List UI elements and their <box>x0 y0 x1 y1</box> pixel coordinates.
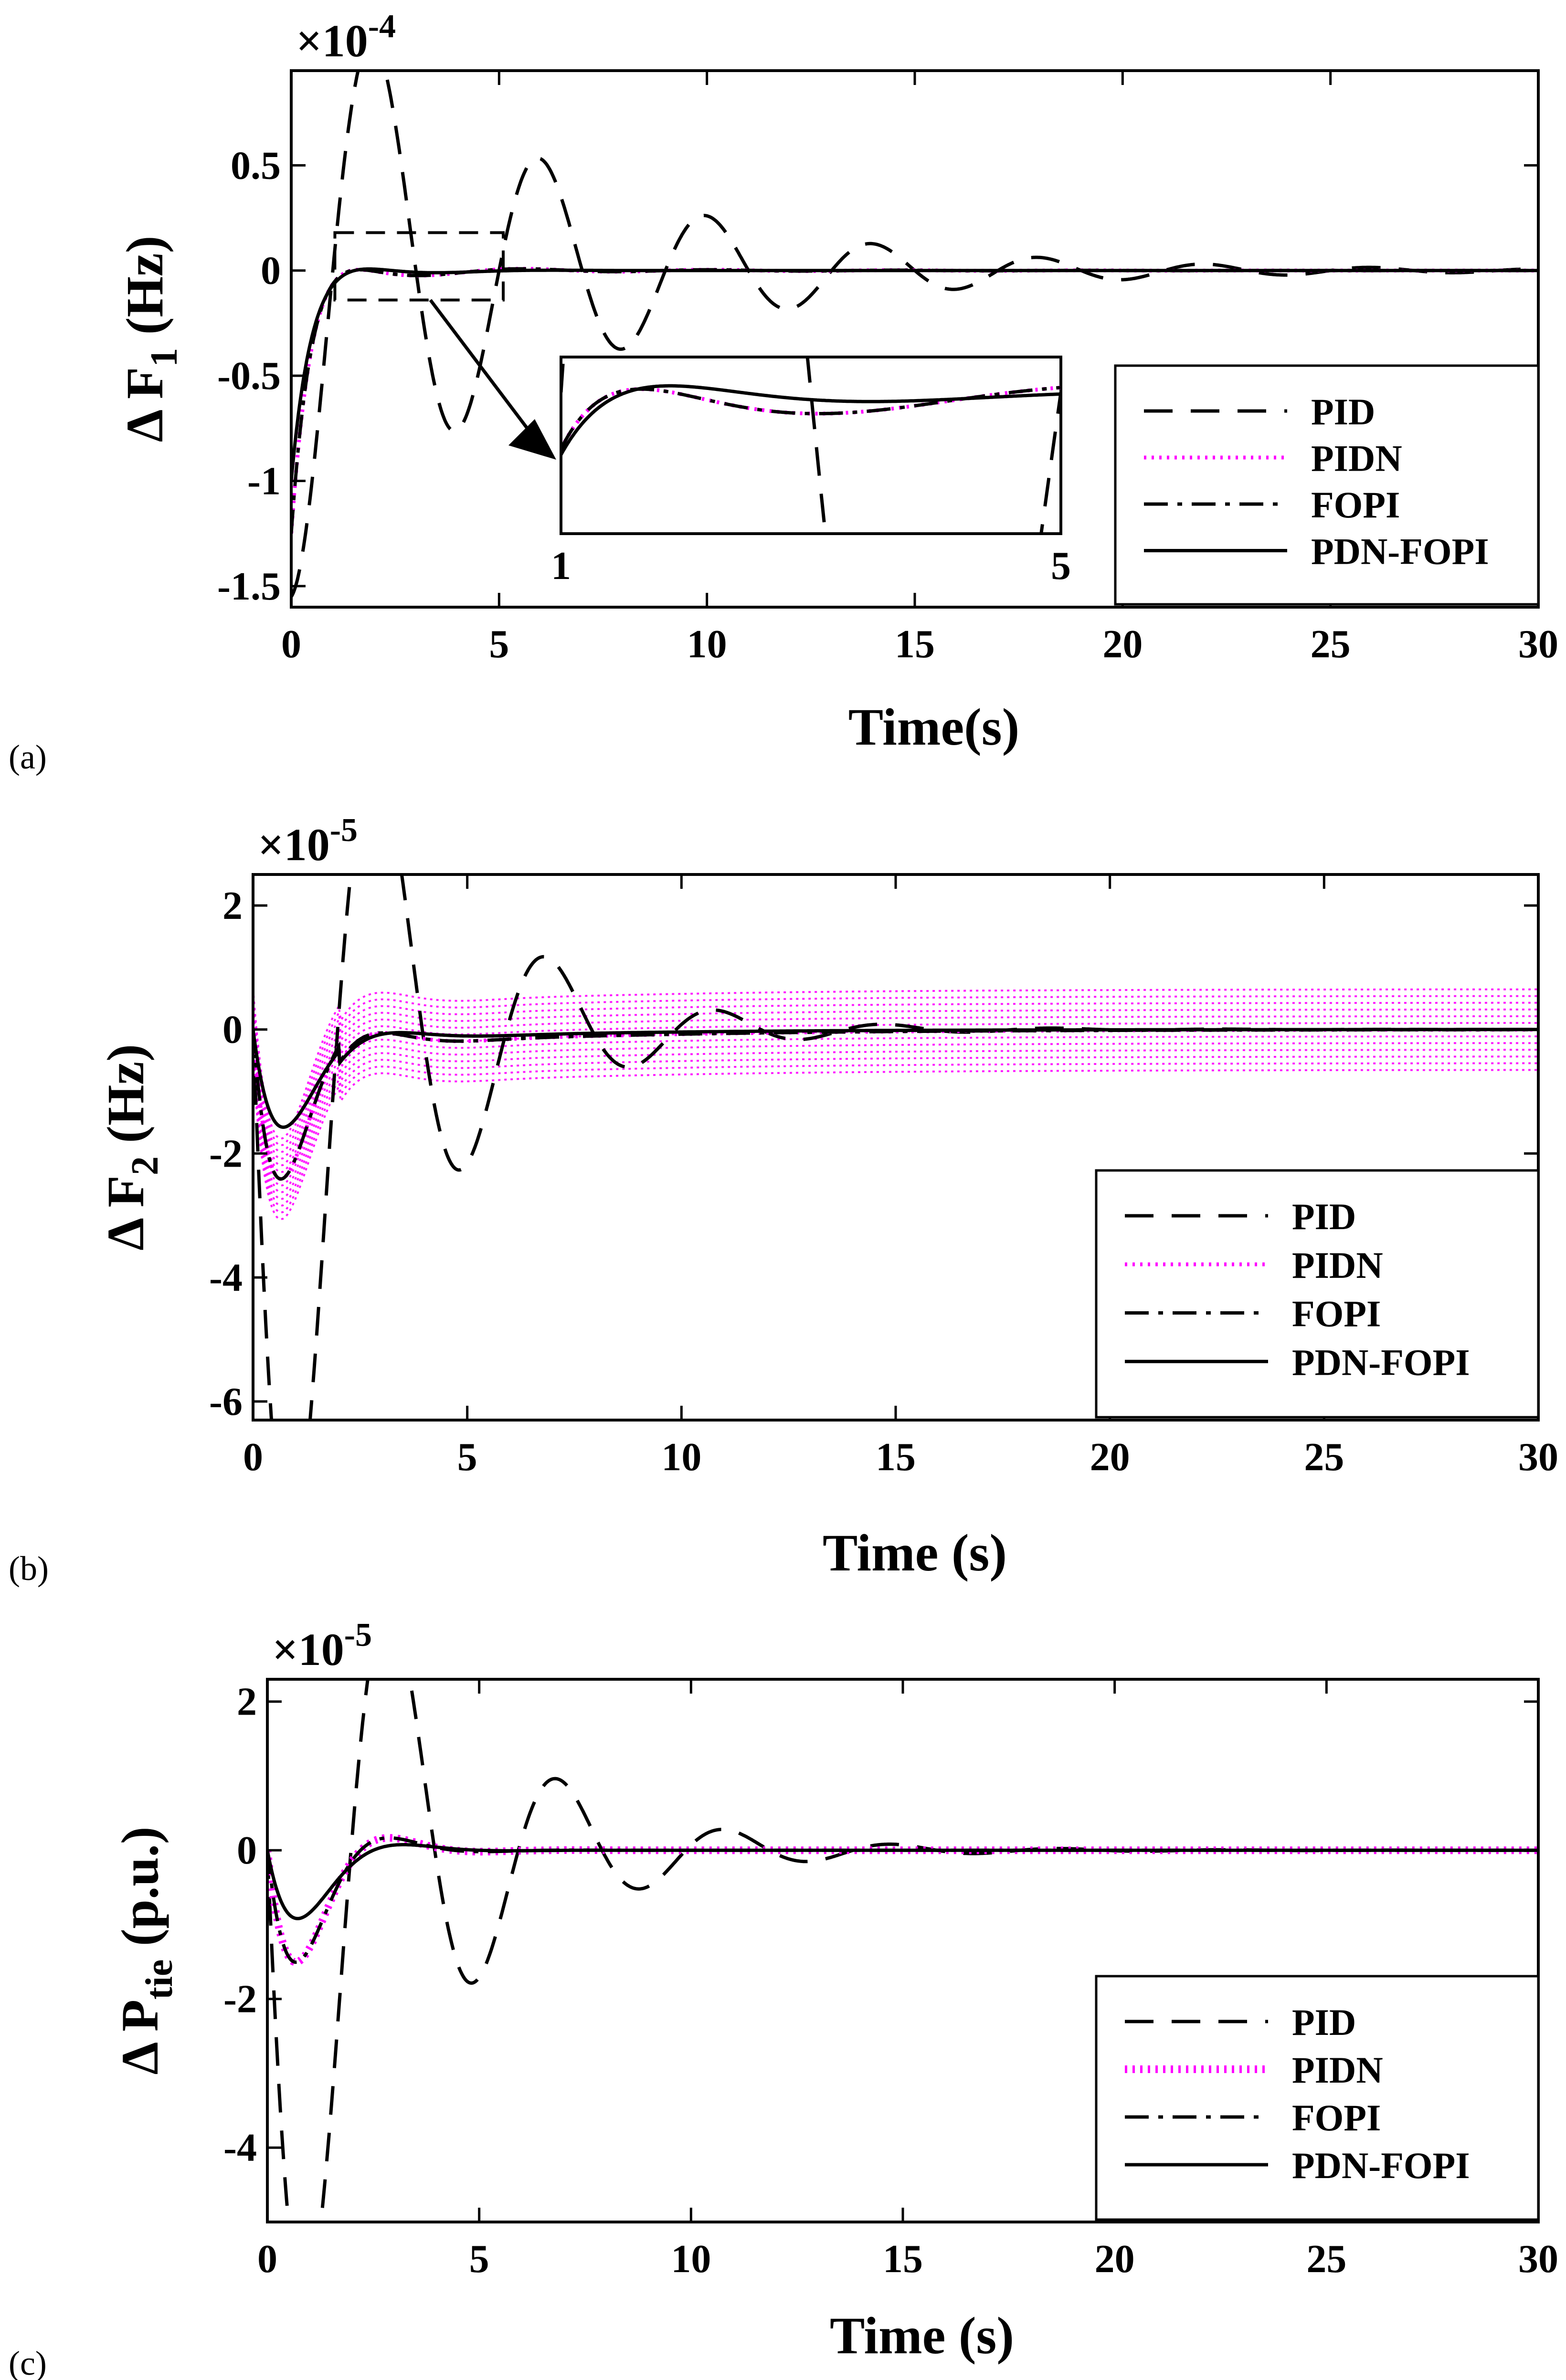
pidn-band-line <box>253 1001 1538 1153</box>
y-exponent-label: ×10-5 <box>258 812 358 870</box>
x-tick-label: 20 <box>1102 622 1143 666</box>
pidn-band-line <box>253 1049 1538 1201</box>
pidn-band-line <box>253 988 1538 1140</box>
series-line-pdn-fopi <box>291 267 1538 481</box>
legend-label-pid: PID <box>1292 2001 1356 2043</box>
pidn-band-line <box>253 1035 1538 1187</box>
panel-label: (b) <box>9 1549 49 1588</box>
x-tick-label: 0 <box>281 622 301 666</box>
y-axis-label: Δ F2 (Hz) <box>96 1044 166 1251</box>
y-tick-label: 0 <box>237 1828 257 1873</box>
y-tick-label: -0.5 <box>217 354 281 398</box>
y-axis-label: Δ F1 (Hz) <box>116 236 185 442</box>
legend-label-pidn: PIDN <box>1292 1244 1383 1286</box>
x-axis-label: Time (s) <box>823 1524 1007 1582</box>
legend-label-pidn: PIDN <box>1311 438 1402 479</box>
x-tick-label: 0 <box>243 1435 263 1479</box>
x-tick-label: 30 <box>1518 1435 1558 1479</box>
inset-arrow <box>429 299 543 449</box>
x-tick-label: 30 <box>1518 622 1558 666</box>
legend-box <box>1095 1169 1540 1419</box>
y-tick-label: 2 <box>237 1680 257 1724</box>
y-tick-label: -2 <box>209 1131 243 1176</box>
legend: PID PIDN FOPI PDN-FOPI <box>1114 364 1540 606</box>
x-tick-label: 25 <box>1311 622 1351 666</box>
x-tick-label: 15 <box>883 2237 923 2281</box>
y-tick-label: -2 <box>223 1977 257 2022</box>
x-tick-label: 0 <box>257 2237 277 2281</box>
x-tick-label: 10 <box>661 1435 701 1479</box>
plot-area-c <box>267 1679 1538 2222</box>
legend-label-pdn-fopi: PDN-FOPI <box>1292 1341 1470 1383</box>
y-tick-label: 0.5 <box>231 143 281 188</box>
x-tick-label: 5 <box>489 622 509 666</box>
legend-label-fopi: FOPI <box>1292 1293 1381 1335</box>
chart-panel-a: 0 5 10 15 20 25 30-1.5-1-0.500.5×10-4Time(s)Δ … <box>9 8 1558 776</box>
x-tick-label: 5 <box>457 1435 477 1479</box>
inset-plot <box>561 357 1061 534</box>
pidn-band-line <box>253 1055 1538 1207</box>
series-line-pdn-fopi <box>253 1028 1538 1129</box>
legend-label-pid: PID <box>1311 391 1375 432</box>
y-tick-label: -1.5 <box>217 564 281 609</box>
inset-series-pdn-fopi <box>561 384 1061 456</box>
plot-area-b <box>253 874 1538 1420</box>
x-tick-label: 25 <box>1304 1435 1344 1479</box>
legend-label-pid: PID <box>1292 1196 1356 1237</box>
x-tick-label: 15 <box>895 622 935 666</box>
legend: PID PIDN FOPI PDN-FOPI <box>1095 1975 1540 2221</box>
pidn-band-line <box>253 1008 1538 1160</box>
y-axis-label: Δ Ptie (p.u.) <box>111 1826 180 2075</box>
y-tick-label: -4 <box>223 2126 257 2170</box>
pidn-band-line <box>253 995 1538 1147</box>
chart-panel-c: 0 5 10 15 20 25 30 -4 -2 0 2 ×10-5 Time (s) Δ Ptie (p… <box>9 1617 1558 2380</box>
y-tick-label: 0 <box>222 1008 243 1052</box>
legend-label-pdn-fopi: PDN-FOPI <box>1311 531 1489 572</box>
series-line-pdn-fopi <box>267 1843 1538 1920</box>
x-tick-label: 25 <box>1306 2237 1346 2281</box>
x-tick-label: 5 <box>469 2237 489 2281</box>
y-tick-label: -4 <box>209 1255 243 1300</box>
series-line-fopi <box>267 1836 1538 1964</box>
y-tick-label: 2 <box>222 884 243 928</box>
series-line-pidn <box>267 1834 1538 1966</box>
x-tick-label: 30 <box>1518 2237 1558 2281</box>
inset-arrow-head <box>508 419 556 460</box>
inset-x-label: 1 <box>551 544 571 588</box>
y-exponent-label: ×10-5 <box>272 1617 372 1675</box>
legend-label-pdn-fopi: PDN-FOPI <box>1292 2145 1470 2186</box>
x-tick-label: 15 <box>876 1435 916 1479</box>
inset-x-label: 5 <box>1051 544 1071 588</box>
plot-area-a <box>291 71 1538 598</box>
legend-label-fopi: FOPI <box>1311 484 1400 526</box>
x-axis-label: Time(s) <box>848 698 1019 756</box>
legend-label-pidn: PIDN <box>1292 2049 1383 2091</box>
legend: PID PIDN FOPI PDN-FOPI <box>1095 1169 1540 1419</box>
y-tick-label: 0 <box>261 249 281 293</box>
pidn-band-line <box>253 1062 1538 1214</box>
chart-panel-b: 0 5 10 15 20 25 30 -6 -4 -2 0 2 ×10-5 Time (s) Δ F2 (H… <box>9 812 1558 1588</box>
x-tick-label: 20 <box>1090 1435 1130 1479</box>
x-tick-label: 10 <box>687 622 727 666</box>
x-tick-label: 10 <box>671 2237 711 2281</box>
legend-label-fopi: FOPI <box>1292 2097 1381 2138</box>
panel-label: (c) <box>9 2344 47 2380</box>
x-axis-label: Time (s) <box>830 2306 1014 2365</box>
y-exponent-label: ×10-4 <box>296 8 396 66</box>
pidn-band-line <box>253 1069 1538 1221</box>
y-tick-label: -6 <box>209 1380 243 1424</box>
legend-box <box>1114 364 1540 606</box>
pidn-band-line <box>253 1015 1538 1167</box>
x-tick-label: 20 <box>1095 2237 1135 2281</box>
panel-label: (a) <box>9 738 47 776</box>
inset-axes <box>560 356 1062 535</box>
pidn-band-line <box>253 1042 1538 1194</box>
legend-box <box>1095 1975 1540 2221</box>
y-tick-label: -1 <box>247 459 281 504</box>
zoom-region <box>333 231 505 302</box>
